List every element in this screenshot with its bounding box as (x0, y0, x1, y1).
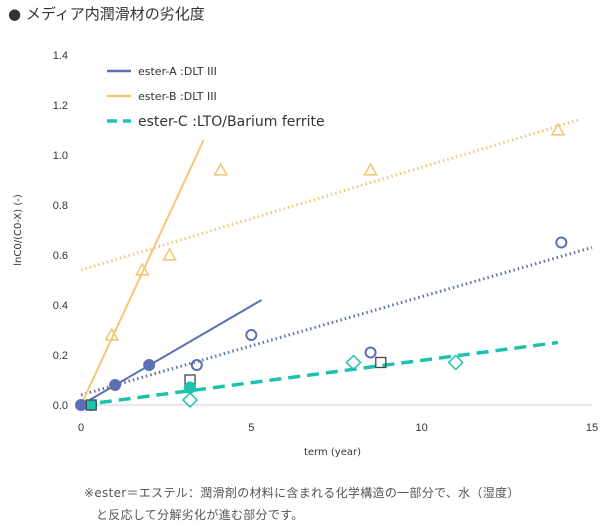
y-tick-label: 0.6 (53, 250, 68, 262)
ester-c-diamond-point (345, 354, 362, 371)
ester-a-filled-point (143, 359, 156, 371)
y-axis-label: lnC0/(C0-X) (-) (13, 194, 24, 266)
ester-b-point (213, 162, 229, 176)
x-tick-label: 10 (416, 422, 428, 434)
ester-a-open-point (245, 329, 258, 341)
ester-a-square-point (375, 356, 387, 369)
footnote-line-1: ※ester＝エステル：潤滑剤の材料に含まれる化学構造の一部分で、水（湿度） (84, 486, 520, 500)
x-tick-label: 15 (586, 422, 598, 434)
y-tick-label: 0.0 (53, 400, 68, 412)
x-tick-label: 5 (248, 422, 254, 434)
ester-b-point (363, 162, 378, 176)
ester-c-square-point (85, 399, 97, 411)
ester-b-dotted-trend (80, 118, 579, 272)
legend-label-2: ester-C :LTO/Barium ferrite (138, 114, 325, 130)
ester-a-open-point (555, 236, 568, 249)
ester-c-diamond-point (181, 391, 199, 409)
y-tick-label: 1.2 (53, 100, 68, 112)
axes: 0 5 10 15 0.0 0.2 0.4 0.6 0.8 1.0 1.2 1.4 term (year… (13, 50, 598, 458)
ester-a-filled-point (75, 399, 87, 411)
ester-a-open-point (190, 359, 203, 371)
footnote-line-2: と反応して分解劣化が進む部分です。 (96, 508, 304, 522)
y-tick-label: 0.2 (53, 350, 68, 362)
ester-c-diamond-point (447, 354, 464, 371)
x-axis-label: term (year) (304, 447, 361, 458)
chart-title: ● メディア内潤滑材の劣化度 (8, 5, 205, 23)
footnote: ※ester＝エステル：潤滑剤の材料に含まれる化学構造の一部分で、水（湿度） と… (84, 482, 599, 526)
ester-a-dotted-trend (80, 246, 593, 397)
legend-label-0: ester-A :DLT III (138, 65, 217, 78)
legend: ester-A :DLT III ester-B :DLT III ester-C … (107, 65, 325, 130)
ester-a-open-point (364, 346, 377, 359)
ester-b-point (134, 262, 150, 276)
data-points (75, 122, 568, 411)
ester-c-filled-point (184, 381, 197, 394)
fit-lines (80, 118, 593, 407)
y-tick-label: 0.8 (53, 200, 68, 212)
ester-a-filled-point (109, 379, 122, 391)
chart-plot: 0 5 10 15 0.0 0.2 0.4 0.6 0.8 1.0 1.2 1.4 term (year… (13, 50, 598, 458)
ester-a-solid-fit (80, 299, 263, 406)
y-tick-label: 0.4 (53, 300, 68, 312)
ester-b-point (162, 247, 177, 261)
y-tick-label: 1.4 (53, 50, 68, 62)
legend-label-1: ester-B :DLT III (138, 90, 217, 103)
ester-b-point (550, 122, 566, 136)
ester-b-solid-fit (80, 139, 205, 406)
y-tick-label: 1.0 (53, 150, 68, 162)
x-tick-label: 0 (78, 422, 84, 434)
ester-c-dashed-fit (80, 340, 559, 407)
ester-b-point (104, 327, 120, 341)
